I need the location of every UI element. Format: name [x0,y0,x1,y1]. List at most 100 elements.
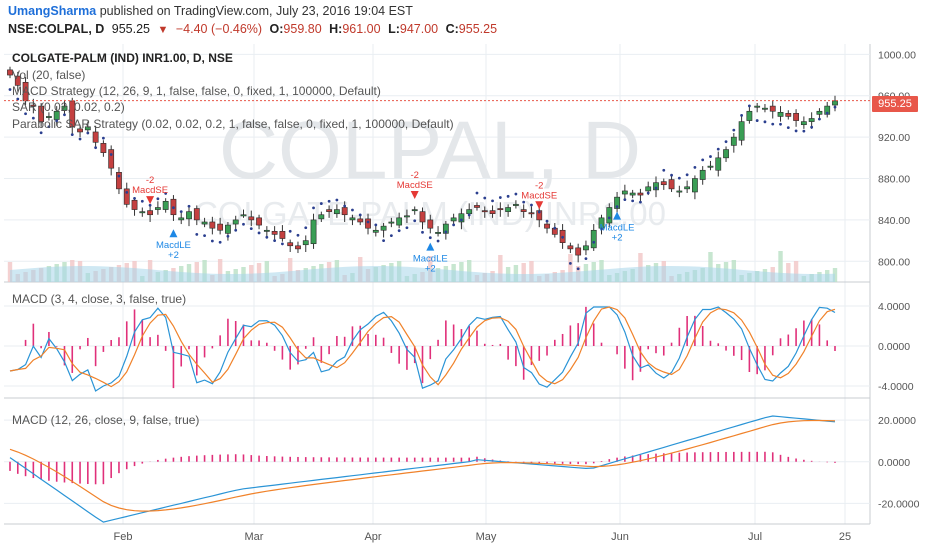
long-signal-qty: +2 [612,233,623,244]
candle-body [38,105,45,122]
candle-body [139,211,146,214]
volume-bar [466,260,472,282]
x-tick-label: 25 [839,531,851,543]
volume-bar [521,263,526,282]
candle-body [590,229,597,249]
candle-body [730,136,737,146]
sar-dot [382,239,385,243]
publish-line: UmangSharma published on TradingView.com… [8,4,413,18]
volume-bar [264,261,270,282]
sar-dot [755,119,759,122]
candle-body [458,213,465,223]
long-signal-qty: +2 [853,0,864,3]
candle-body [326,209,333,212]
low-value: 947.00 [399,22,439,36]
candle-body [621,190,628,195]
sar-dot [358,213,362,217]
candle-body [263,229,270,232]
indicator-legend-volume[interactable]: Vol (20, false) [12,68,86,82]
sar-dot [55,119,59,123]
sar-dot [537,210,541,214]
sar-dot [763,120,767,124]
sar-dot [670,173,673,177]
volume-bar [786,263,791,282]
sar-dot [226,234,230,238]
sar-dot [16,97,20,101]
down-arrow-icon: ▼ [157,24,169,36]
candle-body [450,217,457,222]
sar-dot [63,113,66,117]
candle-body [147,210,153,216]
sar-dot [747,104,751,108]
macd-slow-title[interactable]: MACD (12, 26, close, 9, false, true) [12,413,200,427]
long-signal-arrow [613,211,622,220]
close-value: 955.25 [458,22,498,36]
candle-body [248,216,255,221]
sar-dot [242,222,245,226]
sar-dot [794,129,798,133]
sar-dot [693,165,697,169]
candle-body [489,210,496,215]
sar-dot [444,230,448,234]
chart-header: UmangSharma published on TradingView.com… [0,0,932,44]
sar-dot [210,239,214,243]
y-tick-label: 0.0000 [878,457,910,469]
sar-dot [701,158,705,162]
volume-bar [249,265,254,282]
candle-body [505,207,512,212]
candle-body [349,217,356,221]
indicator-legend-sar-strategy[interactable]: Parabolic SAR Strategy (0.02, 0.02, 0.2,… [12,117,454,131]
low-label: L: [388,22,400,36]
candle-body [699,169,706,180]
sar-dot [483,196,487,200]
x-tick-label: Jun [611,531,629,543]
sar-dot [662,168,666,172]
sar-dot [623,198,627,202]
macd-fast-signal-line [9,306,836,388]
x-tick-label: May [476,531,497,543]
author-link[interactable]: UmangSharma [8,4,97,18]
sar-dot [810,125,814,129]
last-price: 955.25 [111,22,151,36]
candle-body [660,181,667,186]
volume-bar [287,258,293,282]
sar-dot [281,242,284,246]
candle-body [754,105,761,108]
candle-body [256,217,262,226]
candle-body [777,111,784,117]
sar-dot [786,126,790,130]
indicator-legend-macd-strategy[interactable]: MACD Strategy (12, 26, 9, 1, false, fals… [12,84,381,98]
sar-dot [389,234,393,238]
candle-body [816,110,823,115]
sar-dot [709,155,712,158]
volume-bar [202,260,207,282]
indicator-legend-sar[interactable]: SAR (0.02, 0.02, 0.2) [12,100,125,114]
candle-body [295,245,301,250]
sar-dot [631,199,635,203]
y-tick-label: -4.0000 [878,381,914,393]
y-tick-label: 1000.00 [878,49,916,61]
candle-body [723,149,729,159]
short-signal-qty: -2 [410,170,418,181]
candle-body [575,247,582,256]
y-tick-label: 840.00 [878,215,910,227]
sar-dot [101,136,105,140]
long-signal-label: MacdLE [413,254,448,265]
candle-body [832,100,838,106]
watermark-symbol: COLPAL, D [219,105,641,196]
candle-body [474,205,480,208]
candle-body [302,240,309,246]
sar-dot [615,205,619,209]
candle-body [240,214,247,217]
candle-body [30,104,37,107]
candle-body [310,219,317,245]
candle-body [162,200,169,210]
candle-body [808,118,815,122]
candle-body [77,128,83,133]
candle-body [279,230,286,239]
macd-fast-title[interactable]: MACD (3, 4, close, 3, false, true) [12,292,187,306]
sar-dot [78,137,82,141]
candle-body [419,211,426,223]
candle-body [178,217,185,221]
